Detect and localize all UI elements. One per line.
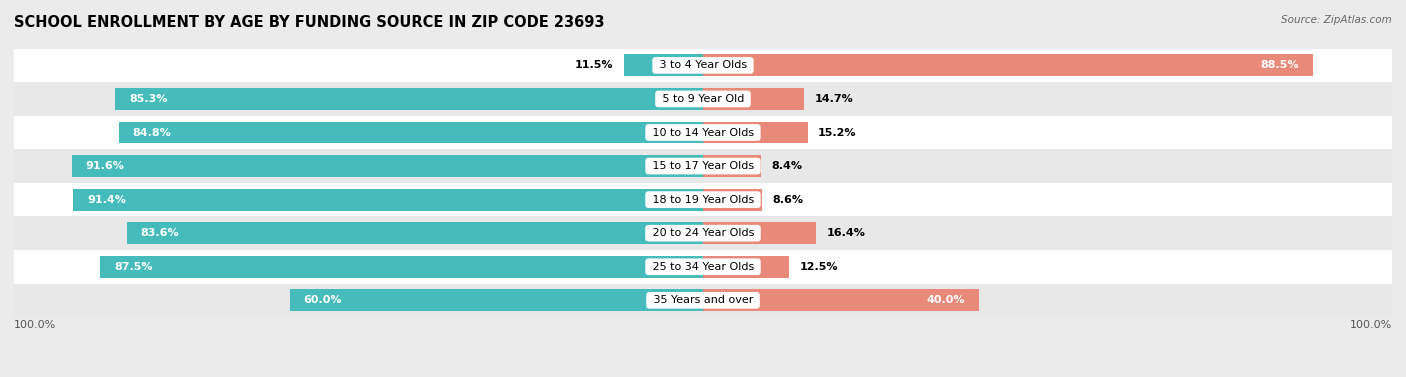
Text: 15.2%: 15.2% xyxy=(818,127,856,138)
Text: 35 Years and over: 35 Years and over xyxy=(650,295,756,305)
Bar xyxy=(72,155,703,177)
Bar xyxy=(0,82,1406,116)
Text: 85.3%: 85.3% xyxy=(129,94,167,104)
Bar xyxy=(703,88,804,110)
Bar xyxy=(703,155,761,177)
Bar xyxy=(118,122,703,143)
Text: 10 to 14 Year Olds: 10 to 14 Year Olds xyxy=(648,127,758,138)
Text: 14.7%: 14.7% xyxy=(814,94,853,104)
Text: SCHOOL ENROLLMENT BY AGE BY FUNDING SOURCE IN ZIP CODE 23693: SCHOOL ENROLLMENT BY AGE BY FUNDING SOUR… xyxy=(14,15,605,30)
Bar xyxy=(703,54,1313,76)
Text: 91.6%: 91.6% xyxy=(86,161,125,171)
Text: 25 to 34 Year Olds: 25 to 34 Year Olds xyxy=(648,262,758,272)
Text: 83.6%: 83.6% xyxy=(141,228,180,238)
Text: 8.4%: 8.4% xyxy=(772,161,803,171)
Text: 12.5%: 12.5% xyxy=(800,262,838,272)
Bar xyxy=(703,122,807,143)
Text: 100.0%: 100.0% xyxy=(14,320,56,331)
Bar xyxy=(703,290,979,311)
Bar xyxy=(703,256,789,277)
Bar xyxy=(0,284,1406,317)
Text: 16.4%: 16.4% xyxy=(827,228,865,238)
Bar xyxy=(0,49,1406,82)
Text: 100.0%: 100.0% xyxy=(1350,320,1392,331)
Text: 84.8%: 84.8% xyxy=(132,127,172,138)
Text: 87.5%: 87.5% xyxy=(114,262,152,272)
Bar xyxy=(703,189,762,210)
Text: 20 to 24 Year Olds: 20 to 24 Year Olds xyxy=(648,228,758,238)
Bar xyxy=(115,88,703,110)
Bar xyxy=(290,290,703,311)
Text: 3 to 4 Year Olds: 3 to 4 Year Olds xyxy=(655,60,751,70)
Bar xyxy=(0,149,1406,183)
Text: Source: ZipAtlas.com: Source: ZipAtlas.com xyxy=(1281,15,1392,25)
Bar xyxy=(0,216,1406,250)
Text: 8.6%: 8.6% xyxy=(772,195,804,205)
Text: 40.0%: 40.0% xyxy=(927,295,965,305)
Text: 60.0%: 60.0% xyxy=(304,295,342,305)
Bar xyxy=(73,189,703,210)
Text: 15 to 17 Year Olds: 15 to 17 Year Olds xyxy=(648,161,758,171)
Bar xyxy=(703,222,815,244)
Text: 11.5%: 11.5% xyxy=(575,60,613,70)
Text: 88.5%: 88.5% xyxy=(1260,60,1299,70)
Bar xyxy=(0,250,1406,284)
Bar xyxy=(127,222,703,244)
Bar xyxy=(100,256,703,277)
Bar xyxy=(0,116,1406,149)
Bar xyxy=(624,54,703,76)
Bar xyxy=(0,183,1406,216)
Text: 91.4%: 91.4% xyxy=(87,195,127,205)
Text: 18 to 19 Year Olds: 18 to 19 Year Olds xyxy=(648,195,758,205)
Text: 5 to 9 Year Old: 5 to 9 Year Old xyxy=(658,94,748,104)
